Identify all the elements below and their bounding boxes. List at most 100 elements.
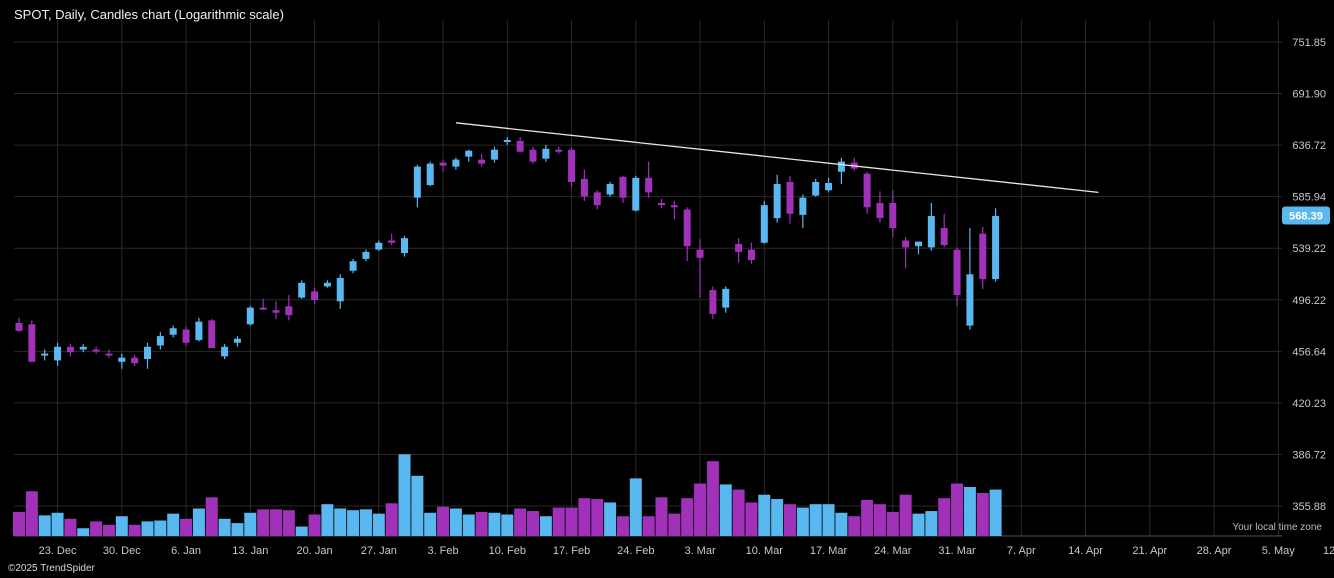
candle[interactable]	[233, 336, 241, 347]
candle[interactable]	[786, 175, 794, 224]
candle[interactable]	[683, 207, 691, 262]
volume-bar[interactable]	[938, 498, 951, 536]
candle[interactable]	[927, 202, 935, 251]
volume-bar[interactable]	[835, 512, 848, 536]
volume-bar[interactable]	[514, 508, 527, 536]
candle[interactable]	[195, 317, 203, 342]
candle[interactable]	[902, 237, 910, 269]
candle[interactable]	[246, 306, 254, 326]
volume-bar[interactable]	[822, 504, 835, 536]
volume-bar[interactable]	[796, 507, 809, 536]
candle[interactable]	[799, 194, 807, 229]
candle[interactable]	[580, 169, 588, 201]
candle[interactable]	[490, 146, 498, 163]
volume-bar[interactable]	[308, 514, 321, 537]
candle[interactable]	[966, 228, 974, 330]
candle[interactable]	[812, 178, 820, 197]
candle[interactable]	[156, 332, 164, 350]
candle[interactable]	[722, 286, 730, 313]
volume-bar[interactable]	[501, 514, 514, 537]
candle[interactable]	[593, 190, 601, 210]
candle[interactable]	[54, 342, 62, 366]
candle[interactable]	[568, 147, 576, 188]
volume-bar[interactable]	[205, 497, 218, 536]
volume-bar[interactable]	[629, 478, 642, 536]
volume-bar[interactable]	[616, 516, 629, 536]
candle[interactable]	[375, 240, 383, 251]
candle[interactable]	[940, 213, 948, 248]
candle[interactable]	[426, 161, 434, 187]
candle[interactable]	[915, 241, 922, 255]
volume-bar[interactable]	[167, 513, 180, 536]
candle[interactable]	[131, 354, 139, 366]
volume-bar[interactable]	[295, 526, 308, 536]
candle[interactable]	[542, 144, 550, 162]
volume-bar[interactable]	[886, 511, 899, 536]
volume-bar[interactable]	[989, 489, 1002, 536]
volume-bar[interactable]	[527, 511, 539, 536]
candle[interactable]	[619, 175, 627, 203]
candle[interactable]	[953, 247, 961, 307]
volume-bar[interactable]	[951, 483, 964, 536]
candle[interactable]	[825, 177, 833, 193]
candle[interactable]	[645, 161, 653, 198]
volume-bar[interactable]	[180, 518, 193, 536]
volume-bar[interactable]	[475, 511, 488, 536]
candle[interactable]	[349, 258, 357, 274]
candle[interactable]	[452, 157, 460, 170]
candle[interactable]	[709, 286, 717, 320]
volume-bar[interactable]	[334, 508, 347, 536]
candle[interactable]	[336, 274, 344, 309]
volume-bar[interactable]	[282, 510, 295, 536]
candle[interactable]	[555, 146, 563, 154]
candle[interactable]	[992, 208, 1000, 282]
volume-bar[interactable]	[565, 507, 578, 536]
volume-bar[interactable]	[925, 511, 938, 536]
volume-bar[interactable]	[13, 511, 25, 536]
volume-bar[interactable]	[758, 494, 771, 536]
volume-bar[interactable]	[912, 513, 925, 536]
volume-bar[interactable]	[591, 499, 604, 536]
candle[interactable]	[182, 326, 190, 346]
candle[interactable]	[439, 159, 447, 172]
volume-bar[interactable]	[706, 461, 719, 536]
volume-bar[interactable]	[745, 502, 758, 536]
candle[interactable]	[41, 349, 49, 361]
candle[interactable]	[28, 320, 36, 362]
volume-bar[interactable]	[64, 518, 77, 536]
candle[interactable]	[478, 153, 486, 167]
volume-bar[interactable]	[771, 499, 784, 536]
volume-bar[interactable]	[809, 504, 822, 536]
volume-bar[interactable]	[963, 486, 976, 536]
candle[interactable]	[144, 342, 151, 369]
candle[interactable]	[529, 146, 537, 164]
volume-bar[interactable]	[424, 512, 437, 536]
volume-bar[interactable]	[437, 506, 450, 536]
candle[interactable]	[388, 233, 396, 246]
candle[interactable]	[413, 164, 421, 208]
candle[interactable]	[632, 175, 640, 212]
volume-bar[interactable]	[51, 512, 64, 536]
volume-bar[interactable]	[192, 508, 205, 536]
candle[interactable]	[876, 191, 884, 223]
candle[interactable]	[747, 242, 755, 264]
volume-bar[interactable]	[270, 509, 282, 536]
candle[interactable]	[696, 239, 704, 298]
candle[interactable]	[773, 174, 781, 223]
candle[interactable]	[606, 181, 614, 197]
volume-bar[interactable]	[347, 510, 360, 536]
volume-bar[interactable]	[462, 514, 475, 537]
candle[interactable]	[259, 298, 267, 311]
volume-bar[interactable]	[231, 523, 244, 536]
volume-bar[interactable]	[218, 518, 231, 536]
candle[interactable]	[863, 171, 871, 214]
volume-bar[interactable]	[539, 516, 552, 536]
candle[interactable]	[670, 200, 678, 220]
volume-bar[interactable]	[359, 509, 372, 536]
candle[interactable]	[66, 344, 74, 357]
candle[interactable]	[658, 198, 665, 209]
volume-bar[interactable]	[976, 493, 989, 536]
volume-bar[interactable]	[244, 512, 257, 536]
candle[interactable]	[79, 344, 87, 353]
